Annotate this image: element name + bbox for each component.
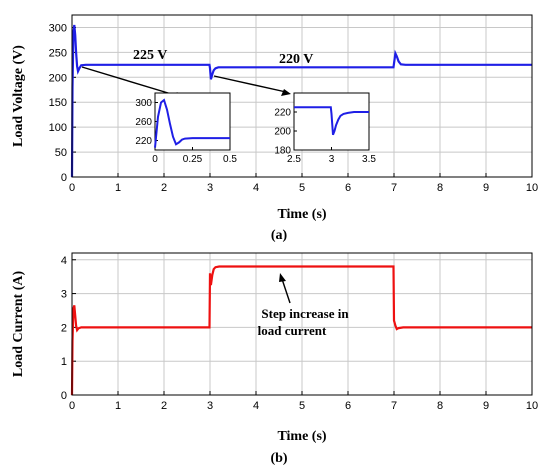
voltage-x-tick-label: 9 — [483, 182, 489, 194]
y-ticks-current: 0 1 2 3 4 — [61, 255, 76, 402]
current-y-tick-label: 4 — [61, 255, 67, 267]
arrowhead-step — [279, 273, 286, 282]
y-axis-label-current: Load Current (A) — [11, 271, 26, 378]
y-ticks-voltage: 0 50 100 150 200 250 300 — [49, 22, 76, 184]
voltage-x-tick-label: 2 — [161, 182, 167, 194]
voltage-x-tick-label: 3 — [207, 182, 213, 194]
voltage-x-tick-label: 5 — [299, 182, 305, 194]
current-y-tick-label: 0 — [61, 390, 67, 402]
inset-2-y-tick-label: 200 — [274, 127, 291, 138]
arrowhead-inset-2 — [281, 89, 291, 96]
inset-startup: 0 0.25 0.5 220 260 300 — [135, 92, 237, 165]
voltage-y-tick-label: 200 — [49, 72, 67, 84]
inset-step: 2.5 3 3.5 180 200 220 — [274, 92, 376, 165]
y-axis-label-voltage: Load Voltage (V) — [11, 45, 26, 147]
panel-label-a: (a) — [271, 228, 288, 243]
voltage-y-tick-label: 100 — [49, 122, 67, 134]
current-x-tick-label: 6 — [345, 400, 351, 412]
voltage-x-tick-label: 0 — [69, 182, 75, 194]
arrow-step — [281, 278, 291, 304]
inset-1-x-tick-label: 0 — [152, 154, 158, 165]
annotation-225v: 225 V — [133, 48, 167, 63]
current-y-tick-label: 2 — [61, 322, 67, 334]
voltage-x-tick-label: 4 — [253, 182, 259, 194]
current-x-tick-label: 9 — [483, 400, 489, 412]
voltage-x-tick-label: 7 — [391, 182, 397, 194]
current-series-line — [70, 265, 532, 396]
inset-2-x-tick-label: 3 — [329, 154, 335, 165]
current-x-tick-label: 5 — [299, 400, 305, 412]
current-x-tick-label: 4 — [253, 400, 259, 412]
current-x-tick-label: 10 — [526, 400, 538, 412]
voltage-x-tick-label: 6 — [345, 182, 351, 194]
voltage-x-tick-label: 8 — [437, 182, 443, 194]
current-x-tick-label: 8 — [437, 400, 443, 412]
inset-2-x-tick-label: 2.5 — [287, 154, 301, 165]
current-x-tick-label: 3 — [207, 400, 213, 412]
inset-2-x-tick-label: 3.5 — [362, 154, 376, 165]
voltage-y-tick-label: 50 — [55, 147, 67, 159]
voltage-y-tick-label: 0 — [61, 172, 67, 184]
current-y-tick-label: 3 — [61, 289, 67, 301]
x-axis-label-current: Time (s) — [277, 429, 326, 444]
inset-1-x-tick-label: 0.25 — [183, 154, 203, 165]
current-chart: 0 1 2 3 4 0 1 2 3 4 5 6 7 8 9 10 Step increase in load… — [11, 252, 538, 466]
inset-1-series-line — [154, 98, 230, 148]
voltage-y-tick-label: 250 — [49, 47, 67, 59]
inset-2-y-tick-label: 220 — [274, 108, 291, 119]
voltage-chart: 0 50 100 150 200 250 300 0 1 2 3 4 5 6 7 8 9 10 225 V 22… — [11, 14, 538, 243]
inset-1-frame — [154, 92, 231, 151]
x-axis-label-voltage: Time (s) — [277, 207, 326, 222]
x-ticks-voltage: 0 1 2 3 4 5 6 7 8 9 10 — [69, 173, 538, 194]
voltage-x-tick-label: 1 — [115, 182, 121, 194]
inset-1-x-tick-label: 0.5 — [223, 154, 237, 165]
arrow-to-inset-1 — [81, 66, 179, 97]
voltage-y-tick-label: 300 — [49, 22, 67, 34]
inset-1-y-tick-label: 300 — [135, 98, 152, 109]
voltage-series-line — [70, 24, 532, 178]
inset-2-series-line — [294, 106, 369, 136]
voltage-x-tick-label: 10 — [526, 182, 538, 194]
annotation-220v: 220 V — [279, 52, 313, 67]
current-x-tick-label: 7 — [391, 400, 397, 412]
voltage-y-tick-label: 150 — [49, 97, 67, 109]
current-x-tick-label: 2 — [161, 400, 167, 412]
arrow-to-inset-2 — [213, 75, 287, 93]
x-ticks-current: 0 1 2 3 4 5 6 7 8 9 10 — [69, 391, 538, 412]
plot-frame-current — [71, 252, 533, 396]
current-x-tick-label: 1 — [115, 400, 121, 412]
current-x-tick-label: 0 — [69, 400, 75, 412]
annotation-step-line2: load current — [258, 323, 327, 338]
plot-frame-voltage — [71, 14, 533, 178]
inset-2-y-tick-label: 180 — [274, 146, 291, 157]
inset-1-y-tick-label: 220 — [135, 136, 152, 147]
inset-1-y-tick-label: 260 — [135, 117, 152, 128]
current-y-tick-label: 1 — [61, 356, 67, 368]
annotation-step-line1: Step increase in — [261, 306, 349, 321]
panel-label-b: (b) — [270, 451, 287, 466]
